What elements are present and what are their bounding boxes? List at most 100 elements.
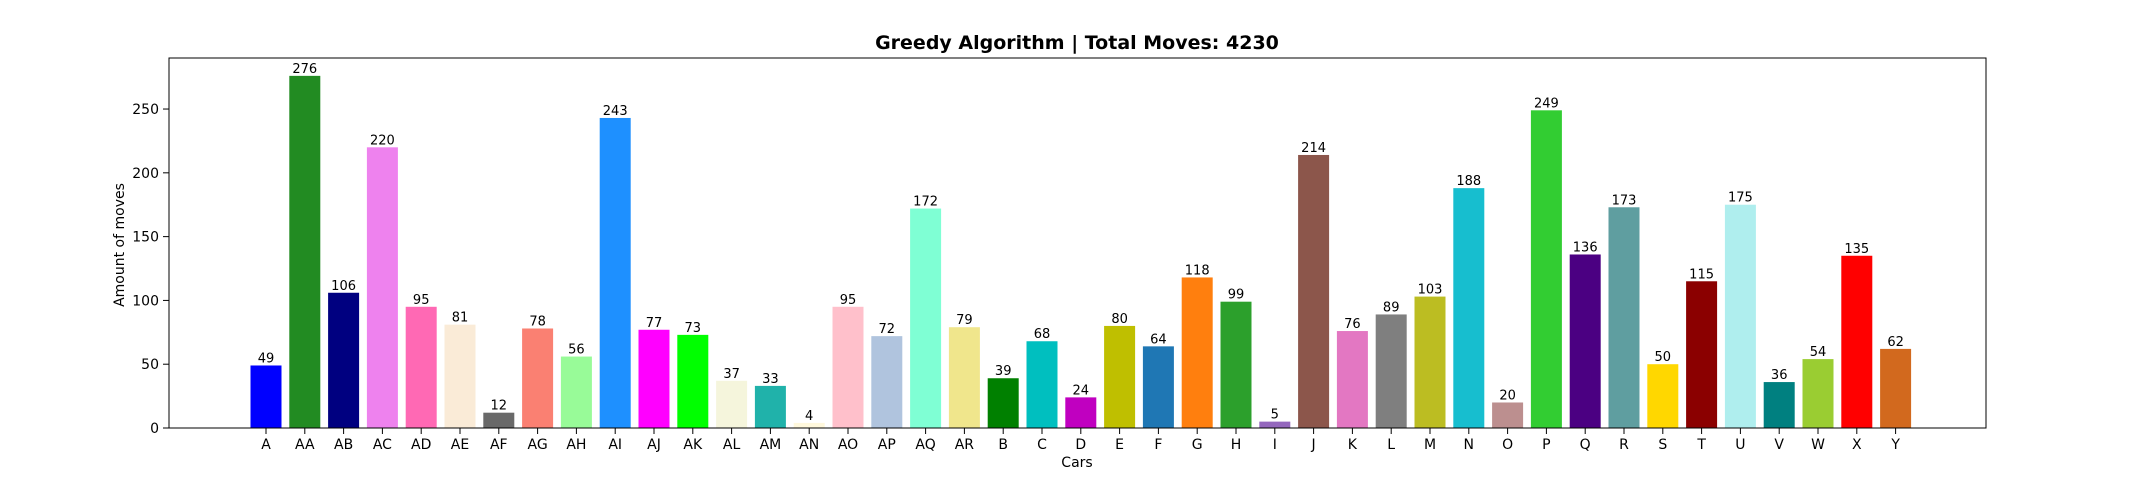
x-tick-label-j: J	[1311, 437, 1316, 453]
data-label-s: 50	[1655, 350, 1672, 365]
data-label-a: 49	[258, 351, 275, 366]
data-label-ag: 78	[529, 314, 546, 329]
x-tick-label-ak: AK	[683, 437, 703, 453]
data-label-y: 62	[1887, 335, 1904, 350]
data-label-d: 24	[1073, 383, 1090, 398]
data-label-k: 76	[1344, 317, 1361, 332]
x-tick-label-u: U	[1735, 437, 1745, 453]
x-tick-label-ao: AO	[838, 437, 858, 453]
bar-b	[987, 378, 1019, 428]
bar-i	[1259, 421, 1291, 428]
data-label-q: 136	[1573, 240, 1598, 255]
bar-x	[1841, 255, 1873, 428]
data-label-an: 4	[805, 409, 813, 424]
x-tick-label-q: Q	[1580, 437, 1591, 453]
bar-h	[1220, 301, 1252, 428]
x-tick-label-v: V	[1774, 437, 1784, 453]
x-tick-label-c: C	[1037, 437, 1047, 453]
y-axis: 0 50 100 150 200 250	[132, 102, 169, 437]
data-label-ac: 220	[370, 133, 395, 148]
data-label-x: 135	[1844, 242, 1869, 257]
x-tick-label-m: M	[1424, 437, 1436, 453]
data-label-al: 37	[723, 367, 740, 382]
x-tick-label-y: Y	[1890, 437, 1900, 453]
data-label-i: 5	[1271, 408, 1279, 423]
data-label-ar: 79	[956, 313, 973, 328]
bar-m	[1414, 296, 1446, 428]
x-tick-label-ab: AB	[334, 437, 353, 453]
bar-ap	[871, 336, 903, 428]
x-tick-label-s: S	[1658, 437, 1667, 453]
bar-n	[1453, 188, 1485, 428]
bar-ag	[522, 328, 554, 428]
data-label-m: 103	[1418, 283, 1443, 298]
x-tick-label-ac: AC	[373, 437, 392, 453]
x-tick-label-k: K	[1348, 437, 1358, 453]
data-label-w: 54	[1810, 345, 1827, 360]
bar-d	[1065, 397, 1097, 428]
data-label-b: 39	[995, 364, 1012, 379]
bar-y	[1880, 348, 1912, 428]
data-label-ap: 72	[879, 322, 896, 337]
y-tick-label: 0	[150, 421, 159, 437]
x-tick-label-f: F	[1154, 437, 1162, 453]
x-tick-label-ad: AD	[411, 437, 431, 453]
bars: 49 276 106 220 95 81 12 78 56 243 77 73 37 33 4 95 72 172…	[250, 62, 1912, 429]
chart-title: Greedy Algorithm | Total Moves: 4230	[875, 32, 1279, 54]
bar-g	[1181, 277, 1213, 428]
data-label-ab: 106	[331, 279, 356, 294]
x-axis-label: Cars	[1061, 455, 1092, 471]
bar-j	[1298, 154, 1330, 428]
data-label-u: 175	[1728, 191, 1753, 206]
bar-af	[483, 412, 515, 428]
plot-area-frame	[168, 57, 1987, 429]
x-tick-label-i: I	[1273, 437, 1277, 453]
data-label-am: 33	[762, 372, 779, 387]
x-tick-label-a: A	[261, 437, 271, 453]
x-tick-label-aq: AQ	[915, 437, 935, 453]
x-tick-label-d: D	[1075, 437, 1086, 453]
bar-p	[1530, 110, 1562, 428]
y-tick-label: 50	[141, 357, 159, 373]
bar-w	[1802, 359, 1834, 428]
x-tick-label-o: O	[1502, 437, 1513, 453]
x-tick-label-ai: AI	[608, 437, 622, 453]
x-axis: A AA AB AC AD AE AF AG AH AI AJ AK AL AM AN AO AP AQ AR B C D…	[261, 428, 1900, 453]
bar-ad	[405, 306, 437, 428]
x-tick-label-e: E	[1115, 437, 1124, 453]
x-tick-label-am: AM	[760, 437, 782, 453]
data-label-ae: 81	[452, 311, 469, 326]
data-label-ah: 56	[568, 343, 585, 358]
data-label-aa: 276	[292, 62, 317, 77]
data-label-h: 99	[1228, 288, 1245, 303]
data-label-n: 188	[1456, 174, 1481, 189]
bar-ab	[328, 292, 360, 428]
data-label-g: 118	[1185, 263, 1210, 278]
data-label-l: 89	[1383, 300, 1400, 315]
bar-l	[1375, 314, 1407, 428]
bar-e	[1104, 325, 1136, 428]
y-tick-label: 200	[132, 166, 159, 182]
data-label-e: 80	[1111, 312, 1128, 327]
bar-ak	[677, 334, 709, 428]
x-tick-label-an: AN	[799, 437, 819, 453]
y-tick-label: 100	[132, 293, 159, 309]
bar-u	[1724, 204, 1756, 428]
x-tick-label-af: AF	[490, 437, 508, 453]
bar-s	[1647, 364, 1679, 428]
bar-am	[754, 385, 786, 428]
data-label-ai: 243	[603, 104, 628, 119]
bar-f	[1142, 346, 1174, 428]
bar-c	[1026, 341, 1058, 428]
x-tick-label-l: L	[1387, 437, 1395, 453]
data-label-t: 115	[1689, 267, 1714, 282]
x-tick-label-ap: AP	[878, 437, 896, 453]
x-tick-label-aa: AA	[295, 437, 315, 453]
x-tick-label-ae: AE	[451, 437, 469, 453]
bar-t	[1686, 281, 1718, 428]
data-label-ak: 73	[685, 321, 702, 336]
bar-r	[1608, 207, 1640, 428]
bar-aq	[910, 208, 942, 428]
data-label-aq: 172	[913, 195, 938, 210]
